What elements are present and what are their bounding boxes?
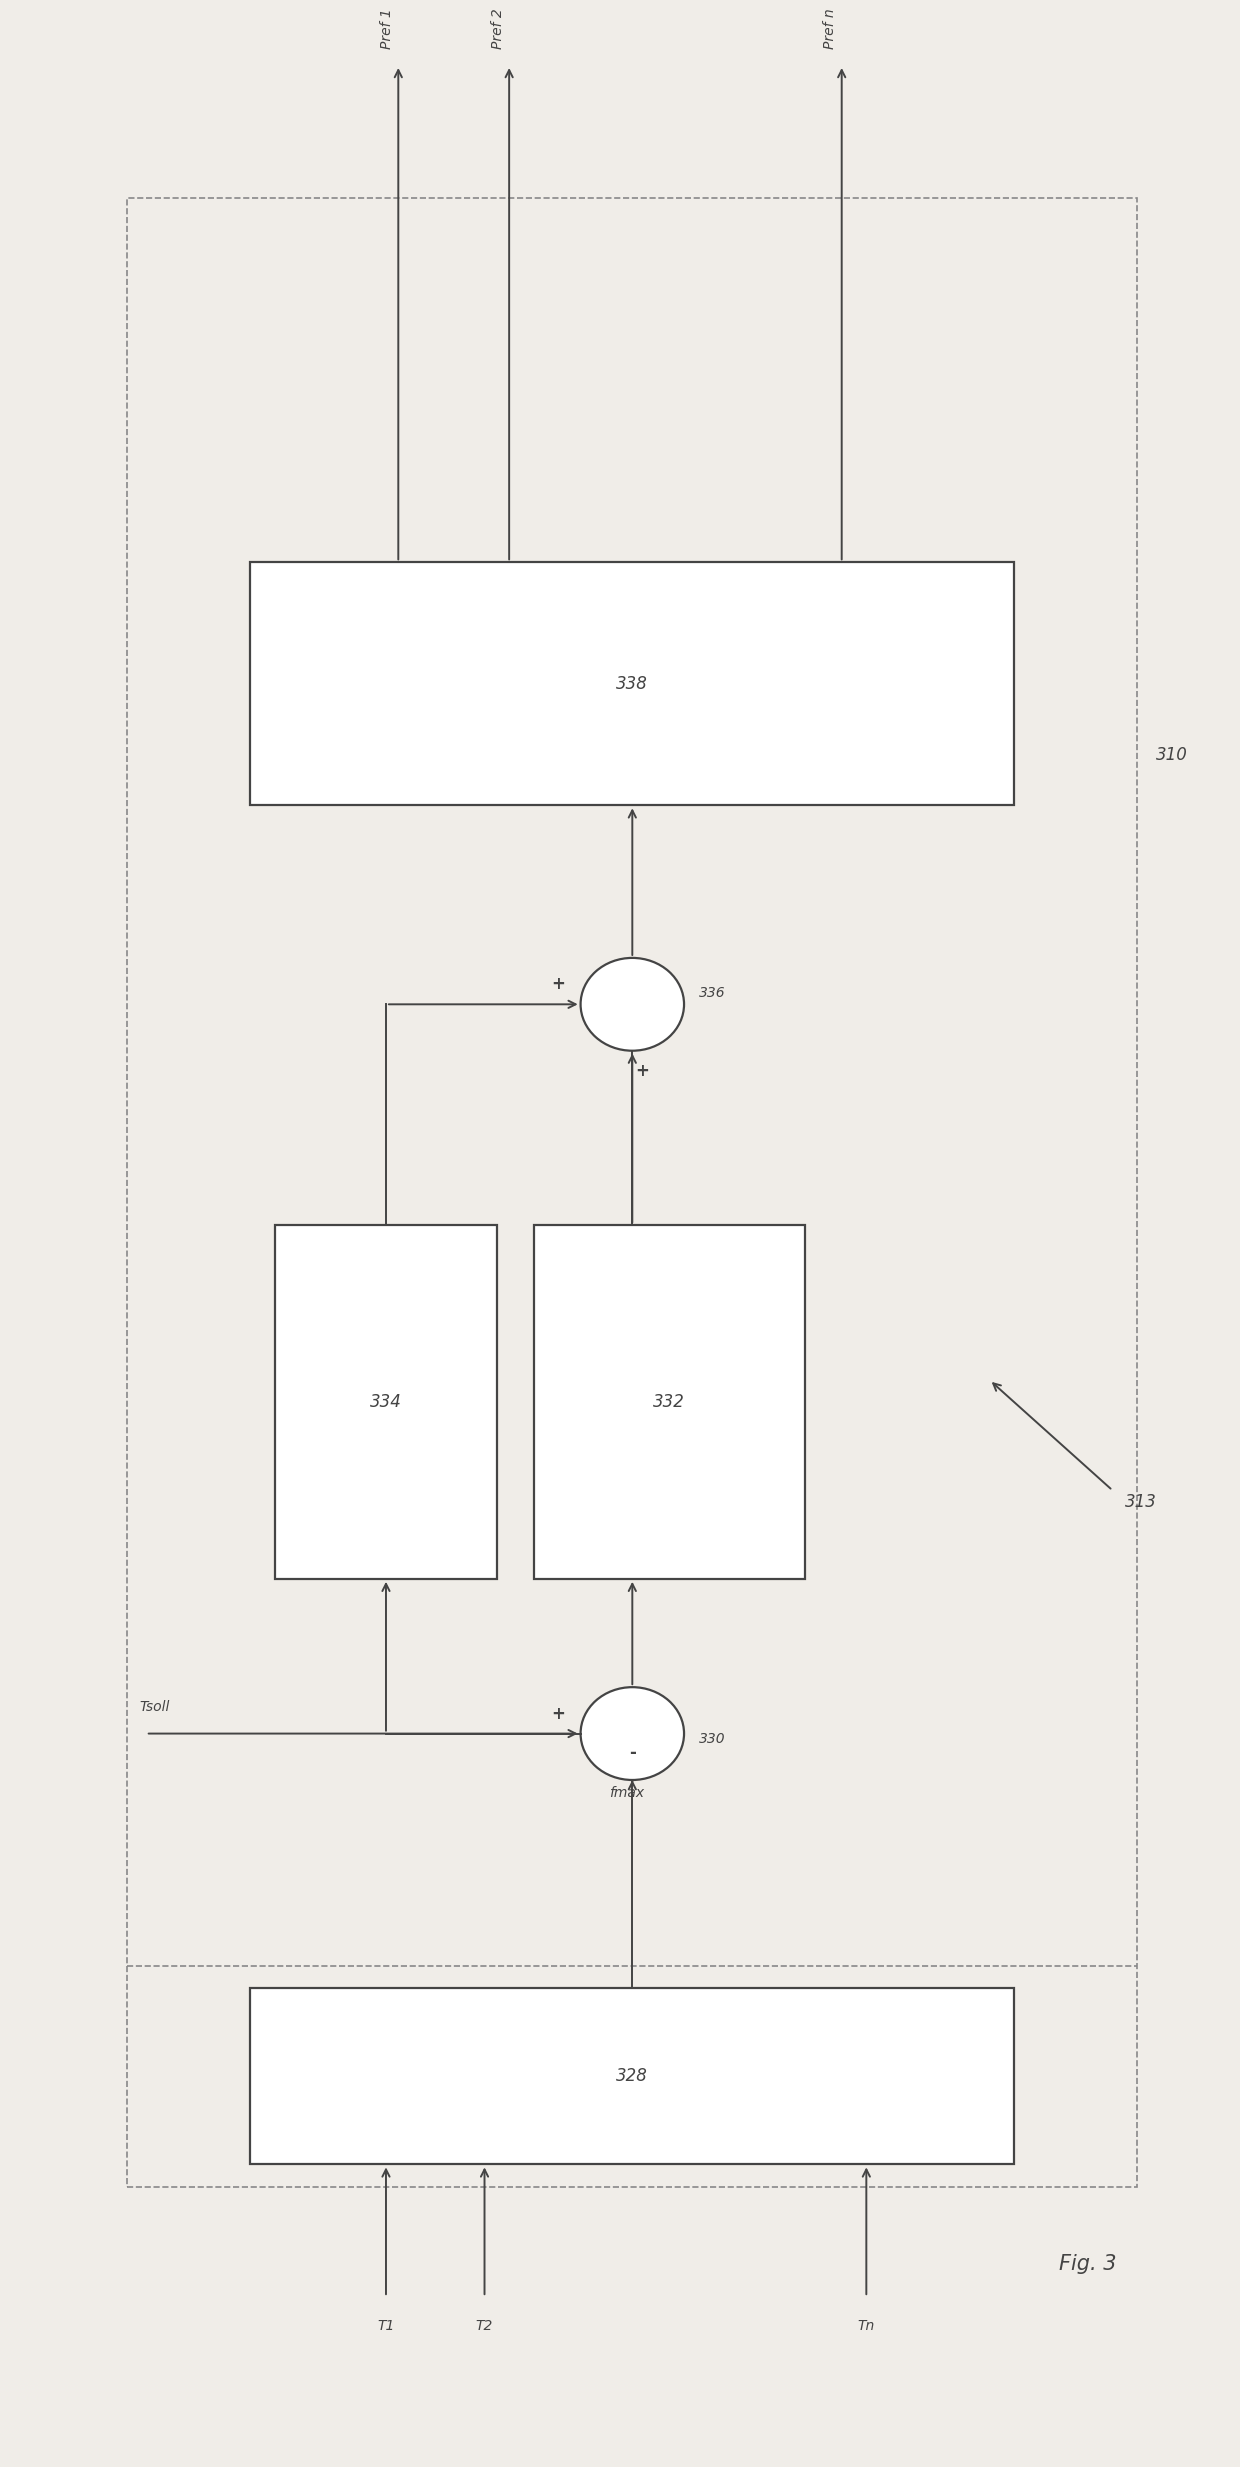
Text: +: + — [552, 974, 565, 994]
Text: 328: 328 — [616, 2067, 649, 2085]
Text: Fig. 3: Fig. 3 — [1059, 2255, 1117, 2275]
Text: Pref 1: Pref 1 — [379, 7, 394, 49]
Text: 330: 330 — [699, 1732, 725, 1747]
Text: fmax: fmax — [609, 1786, 644, 1798]
FancyBboxPatch shape — [533, 1226, 805, 1579]
Text: T1: T1 — [377, 2319, 394, 2334]
Text: 310: 310 — [1156, 745, 1188, 765]
Text: 334: 334 — [370, 1394, 402, 1411]
Text: +: + — [552, 1705, 565, 1722]
Text: Pref 2: Pref 2 — [491, 7, 505, 49]
Text: Tn: Tn — [858, 2319, 875, 2334]
Text: 313: 313 — [1125, 1493, 1157, 1510]
Text: Tsoll: Tsoll — [140, 1700, 170, 1715]
Text: -: - — [629, 1744, 636, 1761]
FancyBboxPatch shape — [250, 562, 1014, 804]
Circle shape — [580, 1687, 684, 1781]
FancyBboxPatch shape — [250, 1988, 1014, 2164]
FancyBboxPatch shape — [275, 1226, 497, 1579]
Text: 338: 338 — [616, 676, 649, 693]
Text: 336: 336 — [699, 987, 725, 999]
Text: T2: T2 — [476, 2319, 494, 2334]
Text: Pref n: Pref n — [823, 7, 837, 49]
Text: 332: 332 — [653, 1394, 686, 1411]
Text: +: + — [635, 1061, 649, 1081]
Circle shape — [580, 957, 684, 1051]
